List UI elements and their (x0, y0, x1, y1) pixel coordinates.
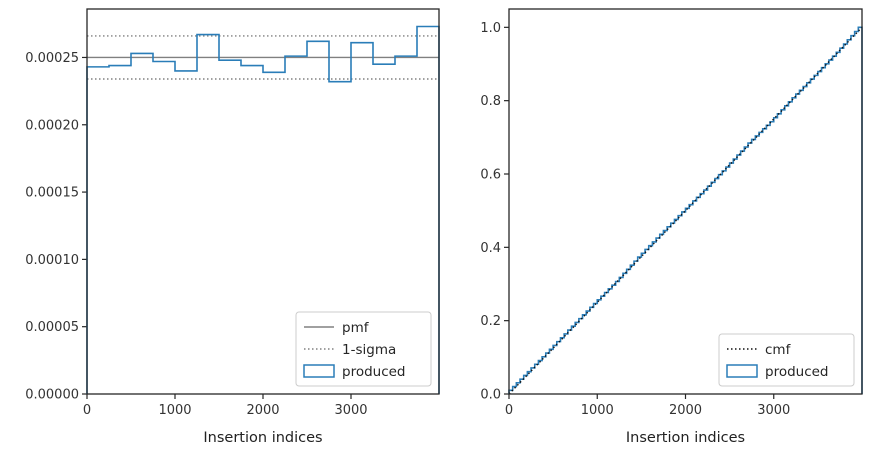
y-tick-label: 0.4 (480, 241, 501, 256)
x-tick-label: 1000 (581, 403, 614, 418)
x-tick-label: 2000 (669, 403, 702, 418)
histogram-bin (109, 66, 131, 394)
cumulative-panel: 0 1000 2000 3000 0.0 0.2 0.4 0.6 0.8 1.0 Insertion… (480, 8, 863, 446)
x-tick-label: 3000 (757, 403, 790, 418)
legend: pmf 1-sigma produced (295, 311, 432, 387)
cumulative-point (838, 51, 841, 54)
x-tick-label: 0 (505, 403, 513, 418)
x-axis-label: Insertion indices (626, 430, 745, 446)
histogram-bin (263, 72, 285, 394)
legend-label-produced: produced (765, 364, 829, 380)
y-tick-label: 0.00000 (25, 388, 79, 403)
y-tick-label: 0.00010 (25, 253, 79, 268)
y-tick-label: 0.00025 (25, 51, 79, 66)
legend-label-pmf: pmf (342, 320, 370, 336)
legend-swatch-produced (726, 364, 758, 378)
cumulative-point (596, 302, 599, 305)
y-tick-label: 0.00005 (25, 320, 79, 335)
histogram-bin (87, 67, 109, 394)
y-tick-label: 0.00015 (25, 186, 79, 201)
legend-label-cmf: cmf (765, 342, 792, 358)
cumulative-point (552, 348, 555, 351)
y-tick-label: 1.0 (480, 21, 501, 36)
histogram-bin (197, 35, 219, 394)
histogram-bin (153, 62, 175, 395)
y-tick-label: 0.6 (480, 168, 501, 183)
x-tick-label: 0 (83, 403, 91, 418)
histogram-bin (175, 71, 197, 394)
legend-box (718, 333, 855, 387)
x-axis-label: Insertion indices (203, 430, 322, 446)
x-tick-label: 1000 (158, 403, 191, 418)
y-tick-label: 0.2 (480, 314, 501, 329)
cmf-line (508, 26, 863, 395)
cumulative-point (772, 120, 775, 123)
histogram-panel: 0 1000 2000 3000 0.00000 0.00005 0.00010 0.0001… (25, 8, 440, 446)
y-tick-label: 0.0 (480, 388, 501, 403)
y-tick-label: 0.8 (480, 94, 501, 109)
axes-frame (508, 8, 863, 395)
cumulative-point (816, 74, 819, 77)
x-tick-label: 3000 (334, 403, 367, 418)
x-tick-label: 2000 (246, 403, 279, 418)
histogram-bin (219, 60, 241, 394)
histogram-bin (131, 53, 153, 394)
produced-histogram (86, 25, 440, 394)
legend-swatch-produced (303, 364, 335, 378)
histogram-bin (241, 66, 263, 394)
legend-label-sigma: 1-sigma (342, 342, 396, 358)
legend-box (295, 311, 432, 387)
y-tick-label: 0.00020 (25, 118, 79, 133)
legend-label-produced: produced (342, 364, 406, 380)
legend: cmf produced (718, 333, 855, 387)
axes-frame (86, 8, 440, 395)
